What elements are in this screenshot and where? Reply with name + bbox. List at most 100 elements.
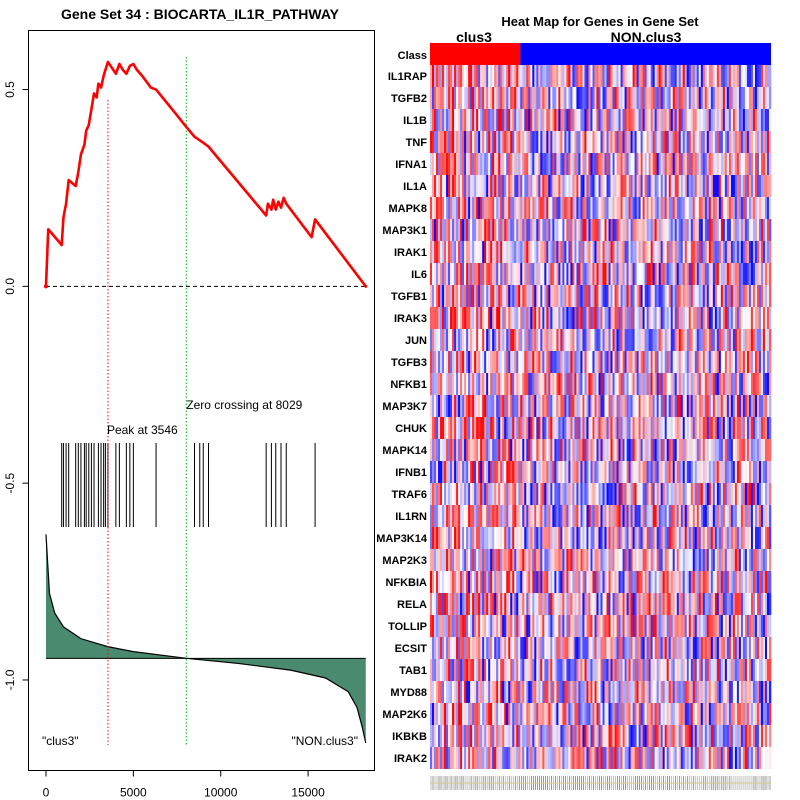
heatmap-cell [490,373,493,395]
heatmap-cell [746,219,750,241]
heatmap-cell [566,417,569,439]
heatmap-cell [582,395,585,417]
heatmap-cell [738,153,742,175]
heatmap-cell [446,527,449,549]
heatmap-cell [534,65,537,87]
heatmap-cell [462,263,465,285]
heatmap-cell [760,395,764,417]
heatmap-cell [590,505,593,527]
heatmap-cell [636,153,639,175]
heatmap-cell [640,263,643,285]
heatmap-cell [474,131,477,153]
heatmap-cell [672,131,676,153]
heatmap-cell [466,263,469,285]
heatmap-cell [462,659,465,681]
heatmap-cell [654,681,657,703]
heatmap-cell [768,219,772,241]
heatmap-cell [706,131,710,153]
heatmap-cell [616,461,619,483]
heatmap-cell [448,681,451,703]
heatmap-cell [526,439,529,461]
heatmap-cell [688,505,692,527]
heatmap-cell [670,461,674,483]
heatmap-cell [746,659,750,681]
heatmap-cell [588,439,591,461]
heatmap-cell [462,571,465,593]
heatmap-cell [666,219,669,241]
heatmap-cell [480,593,483,615]
heatmap-cell [708,329,712,351]
heatmap-cell [594,153,597,175]
heatmap-cell [444,109,447,131]
heatmap-cell [434,637,437,659]
heatmap-cell [588,219,591,241]
heatmap-cell [544,527,547,549]
heatmap-cell [588,527,591,549]
heatmap-cell [692,373,696,395]
heatmap-cell [612,461,615,483]
heatmap-cell [568,109,571,131]
heatmap-cell [432,373,435,395]
heatmap-cell [704,549,708,571]
heatmap-cell [658,417,661,439]
heatmap-cell [510,65,513,87]
heatmap-cell [560,615,563,637]
heatmap-cell [522,681,525,703]
heatmap-cell [734,175,738,197]
heatmap-cell [622,87,625,109]
heatmap-cell [636,109,639,131]
heatmap-cell [598,549,601,571]
heatmap-cell [736,65,740,87]
heatmap-cell [658,109,661,131]
heatmap-cell [476,483,479,505]
heatmap-cell [610,505,613,527]
heatmap-cell [502,219,505,241]
heatmap-cell [632,153,635,175]
heatmap-cell [470,549,473,571]
heatmap-cell [572,461,575,483]
heatmap-cell [546,593,549,615]
heatmap-cell [618,175,621,197]
heatmap-cell [460,307,463,329]
heatmap-cell [648,637,651,659]
heatmap-cell [576,307,579,329]
heatmap-cell [496,593,499,615]
heatmap-cell [462,439,465,461]
heatmap-cell [480,285,483,307]
heatmap-cell [614,417,617,439]
heatmap-cell [536,461,539,483]
heatmap-cell [450,593,453,615]
heatmap-cell [604,417,607,439]
heatmap-cell [516,285,519,307]
heatmap-cell [492,461,495,483]
heatmap-cell [752,153,756,175]
heatmap-cell [762,307,766,329]
heatmap-cell [752,505,756,527]
heatmap-cell [608,241,611,263]
heatmap-cell [694,131,698,153]
heatmap-cell [660,461,663,483]
heatmap-cell [616,329,619,351]
heatmap-cell [604,87,607,109]
heatmap-cell [682,65,686,87]
heatmap-cell [708,307,712,329]
heatmap-cell [462,417,465,439]
heatmap-cell [616,659,619,681]
heatmap-cell [438,263,441,285]
heatmap-cell [630,153,633,175]
heatmap-cell [462,373,465,395]
heatmap-cell [460,219,463,241]
heatmap-cell [662,263,665,285]
heatmap-cell [634,527,637,549]
heatmap-cell [656,417,659,439]
heatmap-cell [458,483,461,505]
heatmap-cell [468,175,471,197]
heatmap-cell [614,571,617,593]
heatmap-cell [438,219,441,241]
heatmap-cell [478,395,481,417]
heatmap-cell [680,681,684,703]
heatmap-cell [658,571,661,593]
heatmap-cell [662,285,665,307]
heatmap-cell [566,461,569,483]
heatmap-cell [600,373,603,395]
